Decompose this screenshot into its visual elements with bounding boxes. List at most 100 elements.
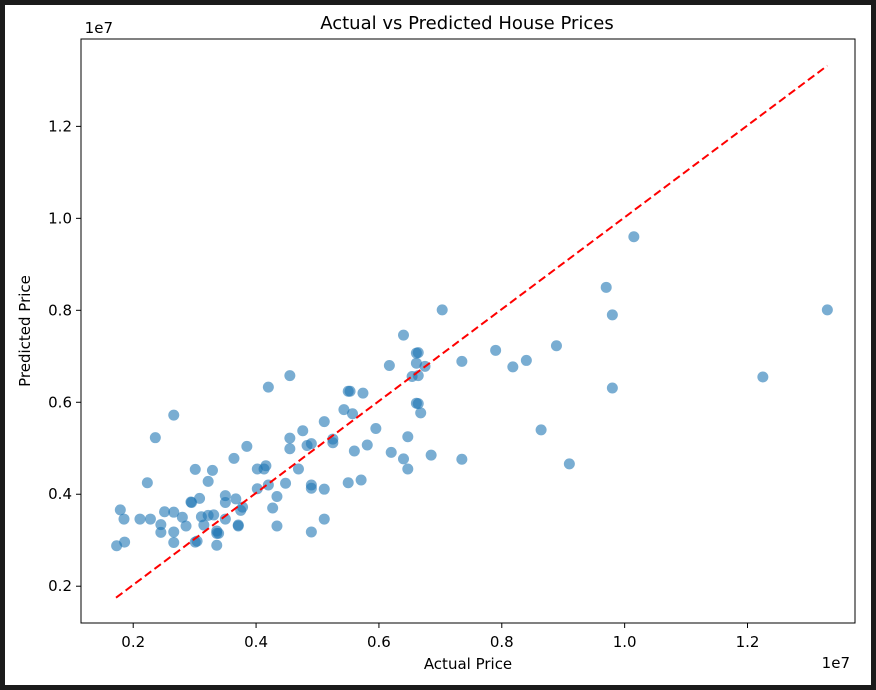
data-point: [305, 438, 317, 450]
data-point: [168, 537, 180, 549]
data-point: [520, 354, 532, 366]
data-point: [202, 475, 214, 487]
data-point: [208, 509, 220, 521]
x-tick-label: 0.8: [490, 633, 514, 651]
data-point: [425, 449, 437, 461]
scatter-chart: Actual vs Predicted House Prices 0.2 0.4 0…: [16, 13, 856, 673]
x-tick-label: 0.2: [121, 633, 145, 651]
data-point: [271, 491, 283, 503]
data-point: [410, 357, 422, 369]
scatter-points: [111, 231, 833, 552]
data-point: [213, 527, 225, 539]
data-point: [628, 231, 640, 243]
data-point: [563, 458, 575, 470]
y-tick-label: 1.0: [48, 209, 72, 227]
data-point: [342, 477, 354, 489]
data-point: [241, 440, 253, 452]
data-point: [344, 385, 356, 397]
data-point: [490, 344, 502, 356]
data-point: [370, 422, 382, 434]
data-point: [456, 453, 468, 465]
data-point: [318, 416, 330, 428]
data-point: [436, 304, 448, 316]
data-point: [149, 432, 161, 444]
data-point: [398, 453, 409, 465]
data-point: [262, 381, 274, 393]
x-tick-label: 0.6: [367, 633, 391, 651]
y-tick-label: 0.2: [48, 577, 72, 595]
data-point: [180, 520, 192, 532]
data-point: [402, 431, 414, 443]
y-tick-label: 0.6: [48, 393, 72, 411]
data-point: [168, 506, 180, 518]
y-tick-label: 0.8: [48, 301, 72, 319]
data-point: [347, 408, 359, 420]
plot-frame: [80, 38, 856, 624]
y-axis-offset: 1e7: [85, 19, 113, 37]
data-point: [168, 409, 180, 421]
data-point: [292, 463, 304, 475]
chart-title: Actual vs Predicted House Prices: [320, 13, 614, 34]
data-point: [284, 432, 296, 444]
data-point: [141, 477, 153, 489]
data-point: [155, 526, 167, 538]
data-point: [606, 382, 618, 394]
data-point: [271, 520, 283, 532]
data-point: [119, 536, 131, 548]
data-point: [402, 463, 414, 475]
data-point: [159, 506, 171, 518]
data-point: [415, 407, 427, 419]
data-point: [383, 359, 395, 371]
data-point: [318, 483, 330, 495]
data-point: [412, 398, 424, 410]
data-point: [821, 304, 833, 316]
data-point: [267, 502, 279, 514]
data-point: [280, 477, 292, 489]
data-point: [232, 519, 244, 531]
data-point: [305, 526, 317, 538]
y-axis: 0.2 0.4 0.6 0.8 1.0 1.2: [48, 117, 81, 595]
data-point: [456, 355, 468, 367]
x-axis-label: Actual Price: [424, 655, 512, 673]
data-point: [198, 519, 210, 531]
data-point: [228, 452, 240, 464]
data-point: [118, 513, 130, 525]
data-point: [211, 539, 223, 551]
data-point: [357, 387, 369, 399]
data-point: [284, 370, 296, 382]
data-point: [134, 513, 146, 525]
x-axis: 0.2 0.4 0.6 0.8 1.0 1.2: [121, 623, 759, 651]
x-tick-label: 0.4: [244, 633, 268, 651]
data-point: [114, 504, 126, 516]
y-axis-label: Predicted Price: [16, 275, 34, 387]
data-point: [297, 425, 309, 437]
data-point: [168, 526, 180, 538]
x-axis-offset: 1e7: [822, 654, 850, 672]
data-point: [260, 460, 272, 472]
data-point: [535, 424, 547, 436]
data-point: [327, 433, 339, 445]
data-point: [206, 464, 218, 476]
data-point: [305, 482, 317, 494]
data-point: [412, 347, 424, 359]
data-point: [219, 513, 231, 525]
data-point: [507, 361, 519, 373]
data-point: [237, 501, 249, 513]
data-point: [757, 371, 769, 383]
data-point: [361, 439, 373, 451]
data-point: [600, 281, 612, 293]
data-point: [185, 496, 197, 508]
data-point: [318, 513, 330, 525]
data-point: [251, 483, 263, 495]
data-point: [398, 329, 409, 341]
data-point: [284, 443, 296, 455]
data-point: [230, 493, 242, 505]
reference-line-layer: [115, 64, 828, 599]
data-point: [606, 309, 618, 321]
data-point: [176, 511, 188, 523]
y-tick-label: 1.2: [48, 117, 72, 135]
data-point: [338, 404, 350, 416]
data-point: [219, 497, 231, 509]
data-point: [385, 446, 397, 458]
